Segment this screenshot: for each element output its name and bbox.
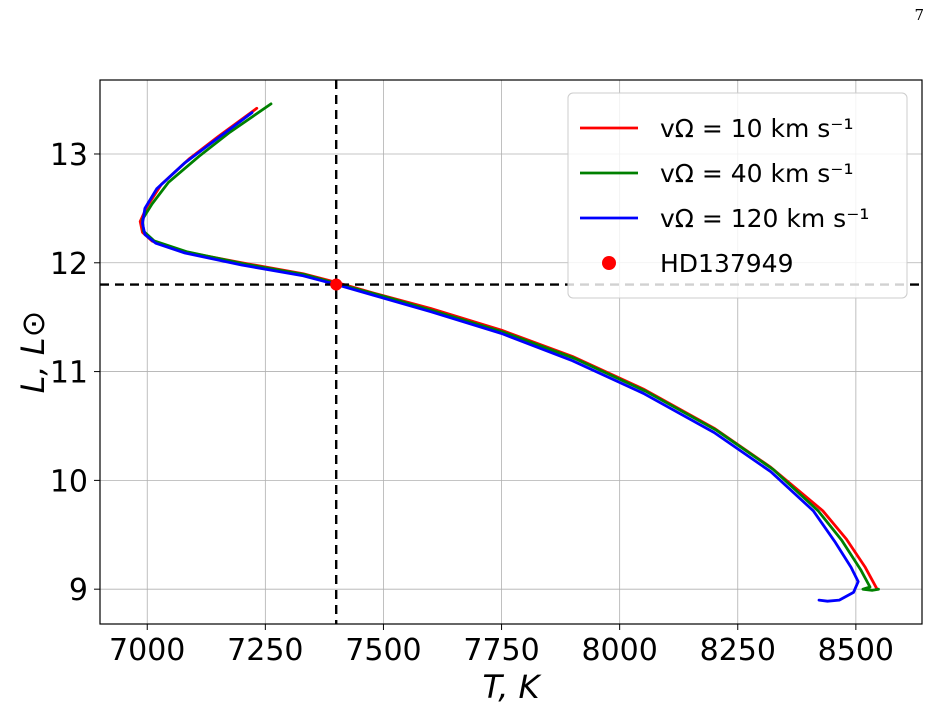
y-tick-label: 11	[50, 356, 88, 391]
x-tick-label: 8250	[700, 633, 776, 668]
series-line-2	[141, 102, 880, 592]
y-tick-label: 10	[50, 464, 88, 499]
y-axis-label: L, L⊙	[14, 311, 52, 394]
y-tick-label: 12	[50, 247, 88, 282]
x-tick-label: 7000	[109, 633, 185, 668]
y-tick-label: 13	[50, 138, 88, 173]
legend-label: HD137949	[660, 249, 793, 278]
x-tick-label: 7750	[463, 633, 539, 668]
legend-label: vΩ = 40 km s⁻¹	[660, 159, 854, 188]
legend-label: vΩ = 120 km s⁻¹	[660, 204, 869, 233]
legend-box	[567, 92, 908, 299]
x-ticks: 7000 7250 7500 7750 8000 8250 8500	[109, 624, 894, 668]
x-tick-label: 7250	[227, 633, 303, 668]
x-tick-label: 7500	[345, 633, 421, 668]
star-point-marker	[330, 278, 343, 291]
y-tick-label: 9	[69, 573, 88, 608]
x-tick-label: 8000	[581, 633, 657, 668]
reference-lines	[100, 80, 922, 624]
y-ticks: 9 10 11 12 13	[50, 138, 100, 608]
x-axis-label: T, K	[482, 668, 542, 706]
plot-frame	[99, 79, 923, 625]
points-layer	[330, 278, 343, 291]
page-number: 7	[914, 6, 924, 24]
legend-swatch-dot	[602, 256, 616, 270]
legend: vΩ = 10 km s⁻¹ vΩ = 40 km s⁻¹ vΩ = 120 km …	[567, 92, 908, 299]
x-tick-label: 8500	[818, 633, 894, 668]
series-line-3	[141, 111, 860, 603]
legend-label: vΩ = 10 km s⁻¹	[660, 114, 854, 143]
